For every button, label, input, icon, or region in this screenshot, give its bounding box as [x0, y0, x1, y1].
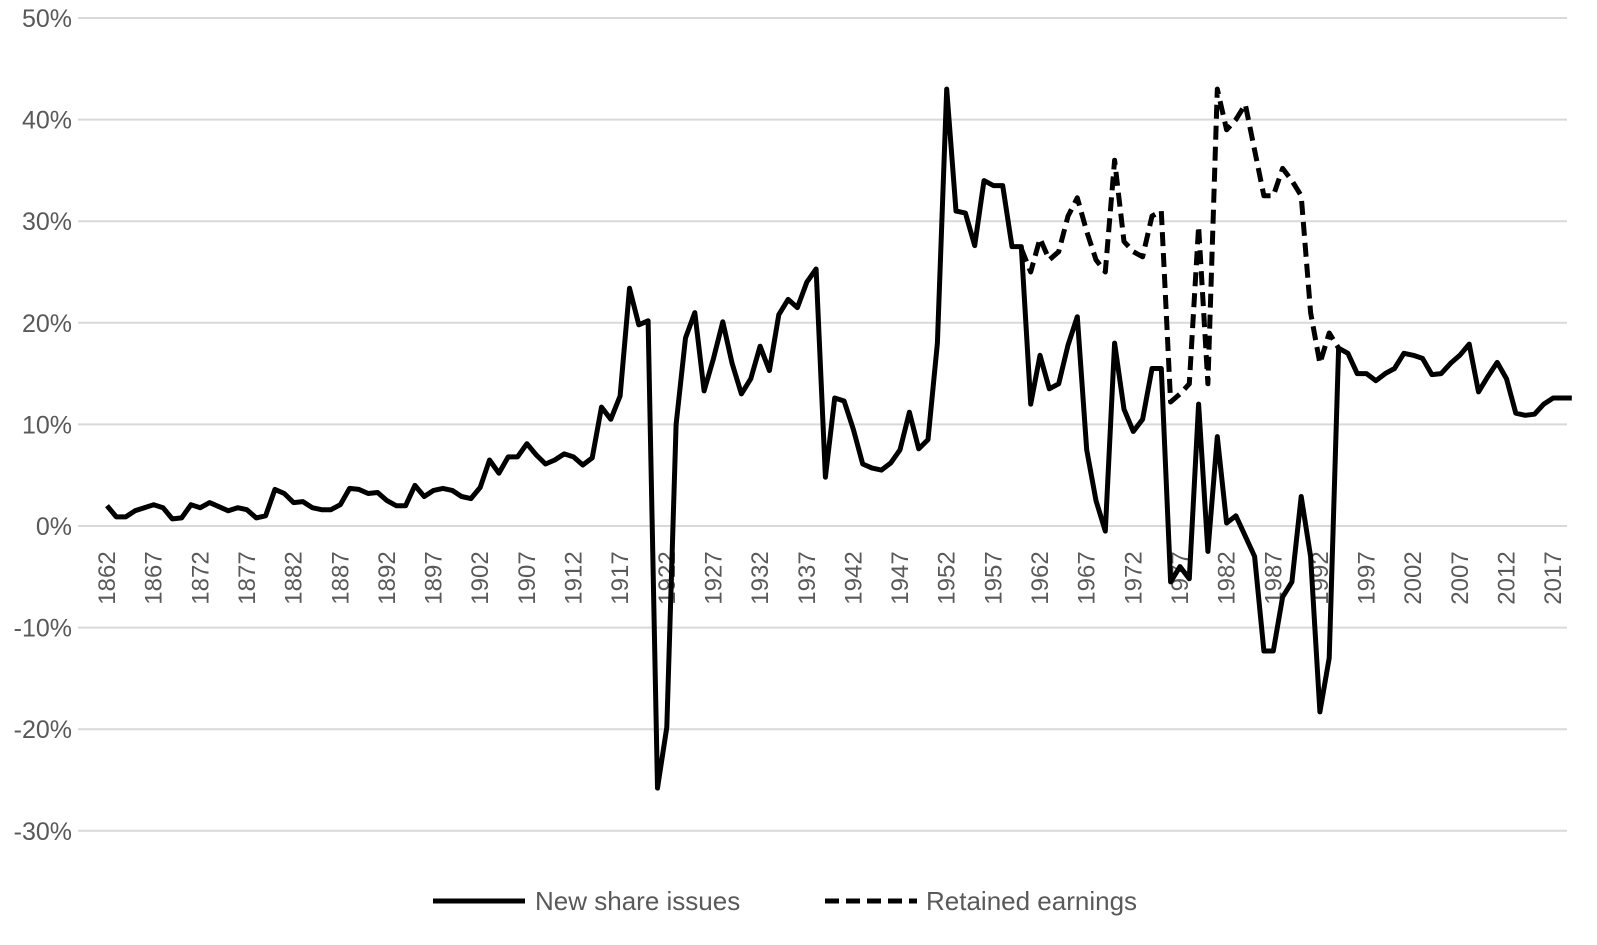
x-tick-label: 1957 [980, 551, 1007, 604]
x-tick-label: 1917 [607, 551, 634, 604]
x-tick-label: 1872 [187, 551, 214, 604]
y-tick-label: 50% [22, 5, 72, 33]
x-tick-label: 1862 [94, 551, 121, 604]
x-tick-label: 2007 [1447, 551, 1474, 604]
x-tick-label: 1982 [1214, 551, 1241, 604]
series-line-new-share-issues [105, 86, 1572, 791]
x-tick-label: 1937 [794, 551, 821, 604]
x-tick-label: 1952 [934, 551, 961, 604]
y-tick-label: -10% [14, 615, 72, 643]
legend: New share issues Retained earnings [433, 886, 1137, 916]
x-tick-label: 2017 [1540, 551, 1567, 604]
x-tick-label: 1972 [1120, 551, 1147, 604]
x-tick-label: 1902 [467, 551, 494, 604]
legend-label-retained-earnings: Retained earnings [926, 886, 1137, 916]
x-tick-label: 2002 [1400, 551, 1427, 604]
series-line-retained-earnings [1018, 86, 1341, 405]
y-axis-tick-labels: -30% -20% -10% 0% 10% 20% 30% 40% 50% [14, 5, 72, 846]
x-tick-label: 1942 [840, 551, 867, 604]
y-tick-label: 0% [36, 513, 72, 541]
x-tick-label: 1897 [421, 551, 448, 604]
y-tick-label: 10% [22, 411, 72, 439]
x-tick-label: 1877 [234, 551, 261, 604]
series-lines [105, 86, 1572, 791]
x-tick-label: 1947 [887, 551, 914, 604]
x-tick-label: 1882 [281, 551, 308, 604]
y-tick-label: -20% [14, 716, 72, 744]
x-tick-label: 1922 [654, 551, 681, 604]
x-tick-label: 1967 [1074, 551, 1101, 604]
legend-label-new-share-issues: New share issues [535, 886, 740, 916]
x-tick-label: 1867 [141, 551, 168, 604]
x-tick-label: 1927 [700, 551, 727, 604]
x-tick-label: 1907 [514, 551, 541, 604]
x-tick-label: 1962 [1027, 551, 1054, 604]
y-tick-label: -30% [14, 818, 72, 846]
x-axis-tick-labels: 1862 1867 1872 1877 1882 1887 1892 1897 1902 1907… [94, 551, 1567, 604]
y-tick-label: 20% [22, 310, 72, 338]
y-tick-label: 40% [22, 107, 72, 135]
y-tick-label: 30% [22, 208, 72, 236]
x-tick-label: 1887 [327, 551, 354, 604]
x-tick-label: 1912 [561, 551, 588, 604]
x-tick-label: 1892 [374, 551, 401, 604]
x-tick-label: 1997 [1354, 551, 1381, 604]
x-tick-label: 2012 [1494, 551, 1521, 604]
x-tick-label: 1932 [747, 551, 774, 604]
